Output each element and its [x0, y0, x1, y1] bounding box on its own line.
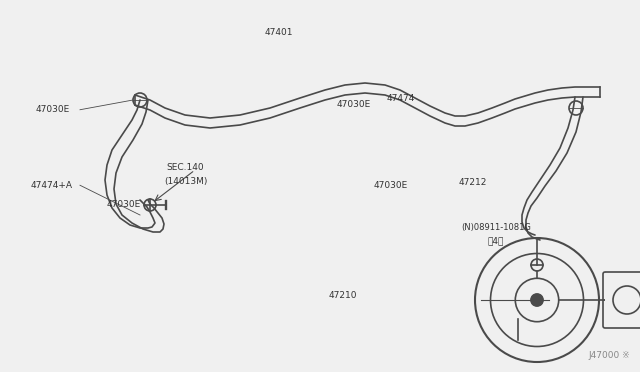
Text: 47030E: 47030E: [106, 200, 141, 209]
Text: 47212: 47212: [458, 178, 486, 187]
Text: SEC.140: SEC.140: [167, 163, 204, 172]
Text: 47474: 47474: [387, 94, 415, 103]
Text: (N)08911-1081G: (N)08911-1081G: [461, 223, 531, 232]
Text: 47030E: 47030E: [373, 181, 408, 190]
Text: 47401: 47401: [264, 28, 292, 37]
Text: 〒4〉: 〒4〉: [488, 237, 504, 246]
Circle shape: [531, 294, 543, 306]
Text: J47000 ※: J47000 ※: [588, 351, 630, 360]
Text: 47474+A: 47474+A: [30, 181, 72, 190]
Text: (14013M): (14013M): [164, 177, 207, 186]
Text: 47210: 47210: [328, 291, 356, 300]
Text: 47030E: 47030E: [336, 100, 371, 109]
Text: 47030E: 47030E: [35, 105, 70, 114]
